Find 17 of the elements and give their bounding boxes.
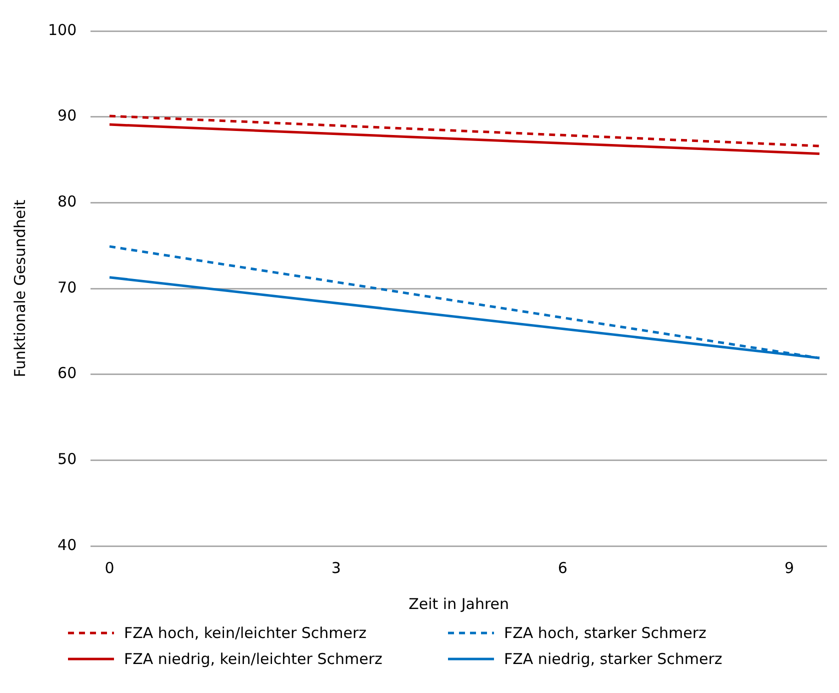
y-tick-label: 40 [58, 536, 77, 554]
y-tick-label: 80 [58, 192, 77, 211]
y-tick-label: 100 [48, 20, 77, 39]
x-tick-label: 6 [558, 558, 568, 577]
x-tick-label: 3 [331, 558, 341, 577]
legend-label: FZA niedrig, starker Schmerz [504, 650, 722, 668]
y-tick-label: 90 [58, 106, 77, 125]
x-tick-label: 9 [784, 558, 794, 577]
legend-label: FZA niedrig, kein/leichter Schmerz [124, 650, 382, 668]
x-axis-title: Zeit in Jahren [408, 594, 510, 613]
y-axis-title: Funktionale Gesundheit [10, 200, 29, 378]
legend-label: FZA hoch, kein/leichter Schmerz [124, 624, 367, 642]
y-tick-label: 50 [58, 450, 77, 468]
legend-label: FZA hoch, starker Schmerz [504, 624, 706, 642]
x-tick-label: 0 [104, 558, 114, 577]
y-tick-label: 70 [58, 278, 77, 296]
y-tick-label: 60 [58, 364, 77, 382]
